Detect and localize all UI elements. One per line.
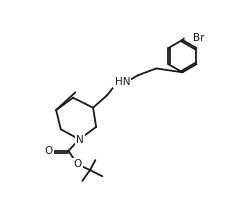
Text: O: O [44, 146, 53, 156]
Text: HN: HN [115, 77, 130, 87]
Text: O: O [74, 159, 82, 169]
Text: N: N [76, 135, 84, 145]
Text: Br: Br [193, 33, 205, 43]
